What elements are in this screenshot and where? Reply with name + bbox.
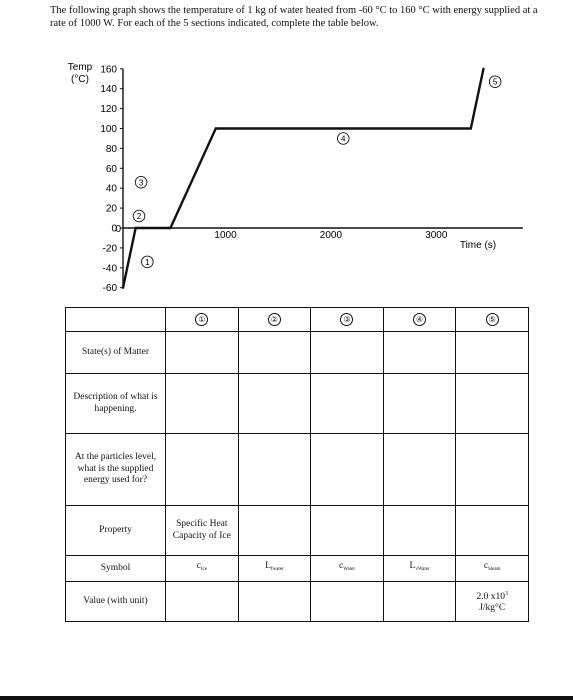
- curve-segment: [169, 127, 217, 230]
- x-axis-label: Time (s): [460, 240, 496, 251]
- answer-cell[interactable]: [237, 581, 312, 622]
- answer-cell[interactable]: [310, 581, 384, 622]
- section-marker-circle: [132, 209, 146, 223]
- y-tick-label: 120: [100, 104, 117, 115]
- y-tick-label: 20: [106, 204, 118, 215]
- particles-row: At the particles level, what is the supp…: [65, 433, 529, 506]
- answer-cell[interactable]: [455, 505, 529, 556]
- answer-cell[interactable]: [382, 505, 457, 556]
- answer-cell[interactable]: [310, 373, 384, 434]
- answer-cell[interactable]: [455, 373, 529, 434]
- section-3-marker: ③: [340, 312, 354, 326]
- col-header-2: ②: [237, 307, 312, 332]
- x-tick-label: 2000: [320, 230, 343, 241]
- answer-cell[interactable]: [165, 373, 239, 434]
- x-tick-label: 1000: [214, 230, 237, 241]
- y-tick-label: 80: [106, 144, 118, 155]
- y-tick-label: 160: [100, 64, 117, 75]
- answer-cell[interactable]: [237, 433, 312, 506]
- answer-cell[interactable]: [237, 331, 312, 374]
- y-tick-label: 100: [100, 124, 117, 135]
- section-5-marker: ⑤: [485, 312, 499, 326]
- answer-cell[interactable]: [382, 373, 457, 434]
- y-tick-label: -40: [103, 263, 118, 274]
- section-marker-label: 1: [145, 258, 150, 267]
- y-tick-label: 60: [106, 164, 118, 175]
- symbol-label: Symbol: [65, 555, 166, 582]
- x-tick-labels: 0 1000 2000 3000: [115, 224, 447, 241]
- y-axis-label-line1: Temp: [68, 62, 93, 73]
- answer-cell[interactable]: [382, 433, 457, 506]
- section-marker-circle: [488, 75, 502, 88]
- section-marker-label: 3: [139, 178, 144, 187]
- answer-cell[interactable]: [237, 505, 312, 556]
- symbol-c-ice: cIce: [165, 555, 239, 582]
- states-label: State(s) of Matter: [65, 331, 166, 374]
- y-tick-label: 40: [106, 184, 118, 195]
- graph-axes: [122, 68, 523, 288]
- symbol-l-f-water: Lfwater: [237, 555, 312, 582]
- y-tick-label: 0: [111, 224, 117, 235]
- particles-label: At the particles level, what is the supp…: [65, 433, 166, 506]
- y-axis-label-line2: (°C): [71, 74, 89, 85]
- value-row: Value (with unit) 2.0 x103 J/kg°C: [65, 581, 529, 622]
- section-marker-circle: [141, 255, 154, 269]
- description-row: Description of what is happening.: [65, 373, 529, 434]
- answer-cell[interactable]: [455, 331, 529, 374]
- section-1-marker: ①: [195, 312, 209, 326]
- property-ice: Specific Heat Capacity of Ice: [165, 505, 239, 556]
- bottom-edge-bar: [0, 696, 573, 700]
- section-2-marker: ②: [267, 312, 281, 326]
- answer-cell[interactable]: [237, 373, 312, 434]
- blank-corner-cell: [65, 307, 166, 332]
- curve-segment: [469, 67, 485, 130]
- col-header-3: ③: [310, 307, 384, 332]
- answer-cell[interactable]: [455, 433, 529, 506]
- col-header-1: ①: [165, 307, 239, 332]
- symbol-l-v-water: LvWater: [382, 555, 457, 582]
- table-header-row: ① ② ③ ④ ⑤: [65, 307, 529, 332]
- states-row: State(s) of Matter: [65, 331, 529, 374]
- x-tick-label: 0: [115, 224, 121, 235]
- section-marker-circle: [134, 175, 148, 189]
- section-4-marker: ④: [413, 312, 427, 326]
- y-tick-label: 140: [100, 84, 117, 95]
- heating-curve-graph: 160 140 120 100 80 60 40 20 0 -20 -40 -60 0 1000 2000…: [68, 62, 523, 294]
- section-marker-label: 5: [493, 78, 498, 87]
- symbol-row: Symbol cIce Lfwater cWater LvWater cStea…: [65, 555, 529, 582]
- answer-cell[interactable]: [165, 331, 239, 374]
- y-tick-label: -60: [103, 283, 118, 294]
- intro-text: The following graph shows the temperatur…: [50, 5, 538, 29]
- steam-value: 2.0 x103 J/kg°C: [455, 581, 529, 622]
- symbol-c-steam: cSteam: [455, 555, 529, 582]
- y-tick-labels: 160 140 120 100 80 60 40 20 0 -20 -40 -60: [100, 64, 123, 294]
- col-header-4: ④: [382, 307, 457, 332]
- section-marker-label: 2: [137, 212, 142, 221]
- section-marker-circle: [337, 132, 350, 145]
- answer-cell[interactable]: [382, 331, 457, 374]
- curve-segment: [121, 226, 137, 289]
- answer-cell[interactable]: [165, 433, 239, 506]
- answer-cell[interactable]: [382, 581, 457, 622]
- symbol-c-water: cWater: [310, 555, 384, 582]
- answer-cell[interactable]: [310, 505, 384, 556]
- property-label: Property: [65, 505, 166, 556]
- answer-cell[interactable]: [310, 433, 384, 506]
- value-label: Value (with unit): [65, 581, 166, 622]
- heating-curve: [121, 67, 485, 289]
- answer-cell[interactable]: [165, 581, 239, 622]
- section-markers: 1 2 3 4 5: [132, 75, 502, 269]
- x-tick-label: 3000: [425, 230, 448, 241]
- worksheet-table: ① ② ③ ④ ⑤ State(s) of Matter Description…: [65, 307, 529, 622]
- answer-cell[interactable]: [310, 331, 384, 374]
- description-label: Description of what is happening.: [65, 373, 166, 434]
- section-marker-label: 4: [341, 135, 346, 144]
- col-header-5: ⑤: [455, 307, 529, 332]
- y-tick-label: -20: [103, 243, 118, 254]
- property-row: Property Specific Heat Capacity of Ice: [65, 505, 529, 556]
